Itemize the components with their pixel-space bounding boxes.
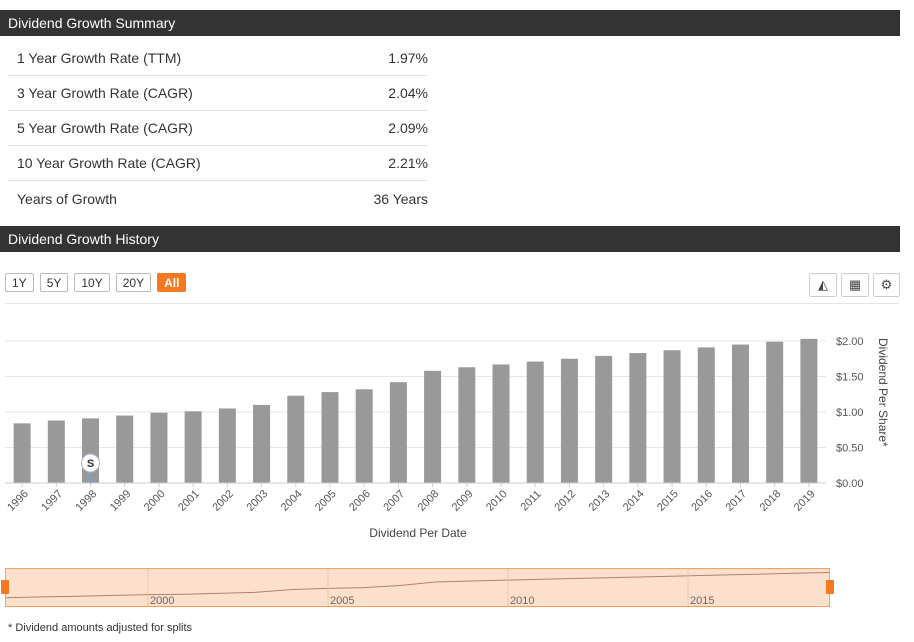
x-tick-label: 2016 <box>689 488 715 514</box>
x-tick-label: 2012 <box>552 488 578 514</box>
divider <box>5 303 900 304</box>
summary-row: 1 Year Growth Rate (TTM) 1.97% <box>8 41 428 76</box>
navigator-label: 2015 <box>690 595 714 606</box>
x-tick-label: 2011 <box>519 488 544 513</box>
range-button-5y[interactable]: 5Y <box>39 273 69 292</box>
bar <box>629 353 647 483</box>
x-tick-label: 2000 <box>142 488 168 514</box>
x-tick-label: 2006 <box>347 488 373 514</box>
footnote: * Dividend amounts adjusted for splits <box>8 622 193 634</box>
x-tick-label: 2003 <box>245 488 271 514</box>
x-tick-label: 2015 <box>655 488 681 514</box>
bar <box>526 361 544 483</box>
bar <box>321 392 339 483</box>
x-tick-label: 2009 <box>450 488 476 514</box>
y-tick-label: $0.50 <box>836 443 864 455</box>
summary-header: Dividend Growth Summary <box>0 10 900 36</box>
dividend-bar-chart: $0.00 $0.50 $1.00 $1.50 $2.00 1996 1997 1998 199… <box>5 336 890 540</box>
x-tick-label: 2007 <box>381 488 407 514</box>
summary-label: Years of Growth <box>17 190 117 207</box>
navigator-series: 2000 2005 2010 2015 <box>5 569 830 607</box>
range-button-20y[interactable]: 20Y <box>115 273 152 292</box>
bar <box>184 411 202 483</box>
area-chart-icon: ◭ <box>818 277 828 292</box>
bar <box>697 347 715 483</box>
y-axis-title: Dividend Per Share* <box>876 338 890 447</box>
summary-label: 5 Year Growth Rate (CAGR) <box>17 120 193 136</box>
x-tick-label: 1997 <box>39 488 65 514</box>
range-selector: 1Y 5Y 10Y 20Y All <box>5 273 187 292</box>
table-view-button[interactable]: ▦ <box>841 273 869 297</box>
summary-row: 10 Year Growth Rate (CAGR) 2.21% <box>8 146 428 181</box>
x-tick-label: 1996 <box>5 488 31 514</box>
range-navigator[interactable]: 2000 2005 2010 2015 <box>5 568 830 607</box>
x-tick-label: 2017 <box>723 488 749 514</box>
x-tick-label: 2004 <box>279 488 305 514</box>
bar <box>150 412 168 483</box>
bar <box>492 364 510 483</box>
summary-value: 2.21% <box>388 155 428 171</box>
x-tick-label: 1999 <box>108 488 134 514</box>
summary-value: 36 Years <box>373 190 429 207</box>
bar <box>13 423 31 483</box>
bar <box>389 382 407 483</box>
summary-row: Years of Growth 36 Years <box>8 181 428 216</box>
bar <box>560 358 578 483</box>
navigator-left-handle[interactable] <box>1 580 9 594</box>
split-marker <box>81 453 101 473</box>
settings-button[interactable]: ⚙ <box>873 273 900 297</box>
bar <box>663 350 681 483</box>
split-marker-label: S <box>87 458 94 470</box>
summary-label: 10 Year Growth Rate (CAGR) <box>17 155 201 171</box>
gear-icon: ⚙ <box>880 277 893 292</box>
summary-label: 1 Year Growth Rate (TTM) <box>17 50 182 66</box>
bar <box>253 404 271 483</box>
summary-value: 1.97% <box>388 50 428 66</box>
navigator-label: 2010 <box>510 595 534 606</box>
x-tick-label: 1998 <box>74 488 100 514</box>
summary-row: 3 Year Growth Rate (CAGR) 2.04% <box>8 76 428 111</box>
x-tick-label: 2001 <box>176 488 202 514</box>
table-icon: ▦ <box>848 277 862 292</box>
bar <box>424 370 442 483</box>
bar <box>595 355 613 483</box>
x-tick-label: 2005 <box>313 488 339 514</box>
y-tick-label: $1.00 <box>836 407 864 419</box>
y-tick-label: $2.00 <box>836 336 864 348</box>
bar <box>116 415 134 483</box>
range-button-all[interactable]: All <box>157 273 187 292</box>
summary-label: 3 Year Growth Rate (CAGR) <box>17 85 193 101</box>
x-tick-label: 2008 <box>416 488 442 514</box>
y-tick-label: $1.50 <box>836 372 864 384</box>
bar <box>766 341 784 483</box>
summary-row: 5 Year Growth Rate (CAGR) 2.09% <box>8 111 428 146</box>
bar <box>731 344 749 483</box>
bar <box>458 367 476 483</box>
navigator-right-handle[interactable] <box>826 580 834 594</box>
x-axis-title: Dividend Per Date <box>369 526 467 540</box>
x-tick-label: 2018 <box>758 488 784 514</box>
summary-table: 1 Year Growth Rate (TTM) 1.97% 3 Year Grow… <box>8 41 428 216</box>
navigator-line <box>5 572 830 599</box>
navigator-label: 2005 <box>330 595 354 606</box>
range-button-1y[interactable]: 1Y <box>5 273 34 292</box>
bar <box>287 395 305 483</box>
navigator-label: 2000 <box>150 595 174 606</box>
bar <box>47 420 65 483</box>
x-tick-label: 2019 <box>792 488 818 514</box>
bar <box>218 408 236 483</box>
bar <box>355 389 373 483</box>
summary-value: 2.09% <box>388 120 428 136</box>
bar <box>800 338 818 483</box>
x-tick-label: 2002 <box>210 488 236 514</box>
summary-value: 2.04% <box>388 85 428 101</box>
x-tick-label: 2014 <box>621 488 647 514</box>
range-button-10y[interactable]: 10Y <box>74 273 110 292</box>
x-tick-label: 2010 <box>484 488 510 514</box>
history-header: Dividend Growth History <box>0 226 900 252</box>
area-chart-button[interactable]: ◭ <box>809 273 837 297</box>
x-tick-label: 2013 <box>587 488 613 514</box>
y-tick-label: $0.00 <box>836 478 864 490</box>
